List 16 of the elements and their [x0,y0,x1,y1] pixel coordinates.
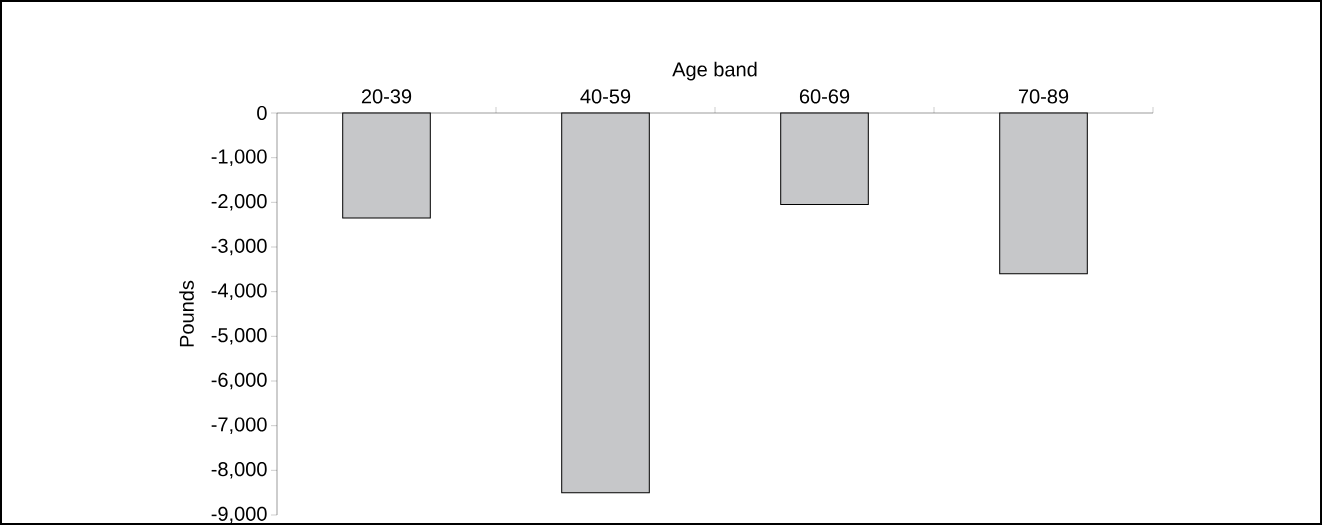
y-axis-title: Pounds [179,281,194,347]
y-tick-label: -5,000 [211,328,267,345]
y-tick-label: -1,000 [211,149,267,167]
x-tick-label: 40-59 [580,89,631,104]
y-tick-label: -6,000 [211,372,267,390]
x-tick-label: 60-69 [799,89,850,104]
y-tick-label: -3,000 [211,238,267,256]
x-tick-label: 70-89 [1018,89,1069,104]
y-tick-label: -7,000 [211,417,267,435]
x-tick-label: 20-39 [361,89,412,104]
y-tick-label: -4,000 [211,283,267,301]
y-tick-label: -2,000 [211,194,267,211]
y-tick-label: -9,000 [211,506,267,524]
y-tick-label: 0 [257,106,267,121]
x-axis-title: Age band [672,62,757,81]
y-tick-label: -8,000 [211,462,267,479]
